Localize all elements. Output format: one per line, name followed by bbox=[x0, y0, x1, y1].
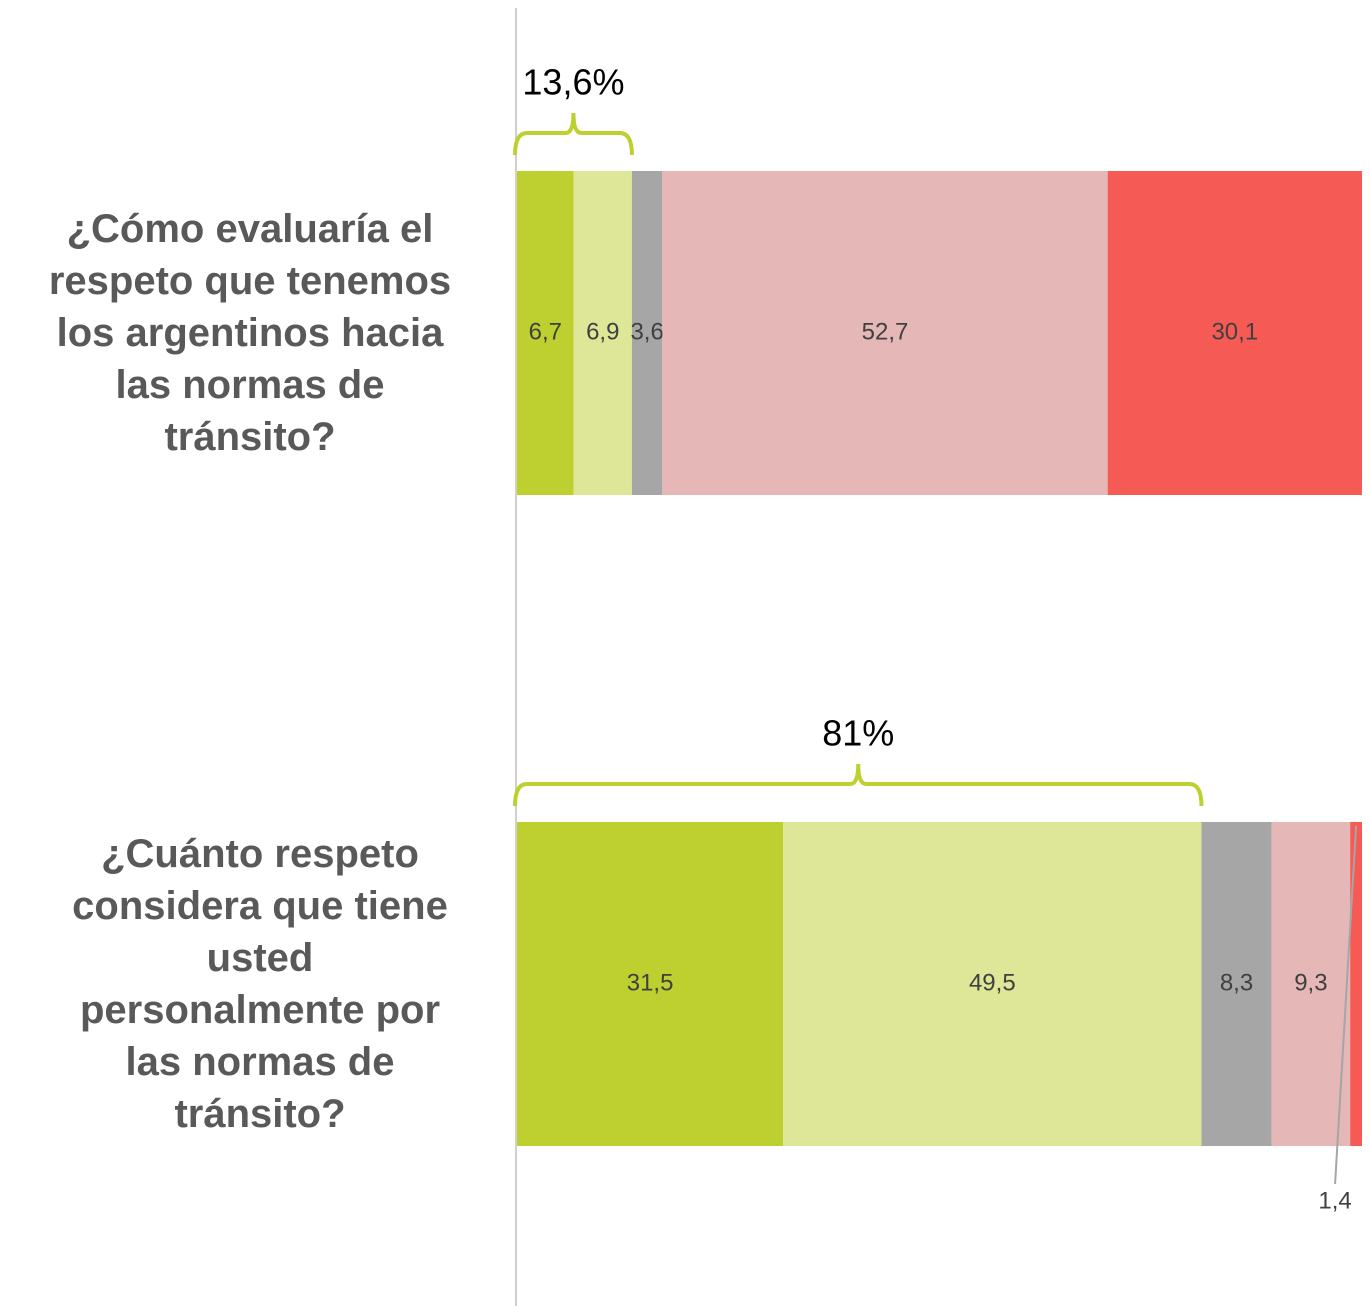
value-label: 9,3 bbox=[1294, 969, 1327, 996]
bar-segment bbox=[517, 171, 574, 495]
bar-segment bbox=[1350, 822, 1362, 1146]
bar-segment bbox=[662, 171, 1108, 495]
bracket-label: 13,6% bbox=[522, 62, 624, 103]
bracket-label: 81% bbox=[822, 713, 894, 754]
value-label: 8,3 bbox=[1220, 969, 1253, 996]
category-label: ¿Cuánto respeto considera que tiene uste… bbox=[72, 832, 448, 1136]
value-label: 6,9 bbox=[586, 318, 619, 345]
value-label: 52,7 bbox=[862, 318, 909, 345]
bracket bbox=[513, 112, 634, 156]
category-label: ¿Cómo evaluaría el respeto que tenemos l… bbox=[48, 207, 452, 459]
bar-segment bbox=[573, 171, 632, 495]
value-label: 6,7 bbox=[529, 318, 562, 345]
bar-segment bbox=[631, 171, 663, 495]
value-label: 31,5 bbox=[627, 969, 674, 996]
bar-segment bbox=[1107, 171, 1362, 495]
bar-segment bbox=[1271, 822, 1351, 1146]
value-label: 3,6 bbox=[630, 318, 663, 345]
value-label: 1,4 bbox=[1318, 1187, 1351, 1214]
value-label: 49,5 bbox=[969, 969, 1016, 996]
bar-segment bbox=[783, 822, 1202, 1146]
bar-segment bbox=[1201, 822, 1272, 1146]
leader-line bbox=[1334, 825, 1358, 1185]
bar-segment bbox=[517, 822, 784, 1146]
bracket bbox=[513, 763, 1204, 807]
value-label: 30,1 bbox=[1211, 318, 1258, 345]
